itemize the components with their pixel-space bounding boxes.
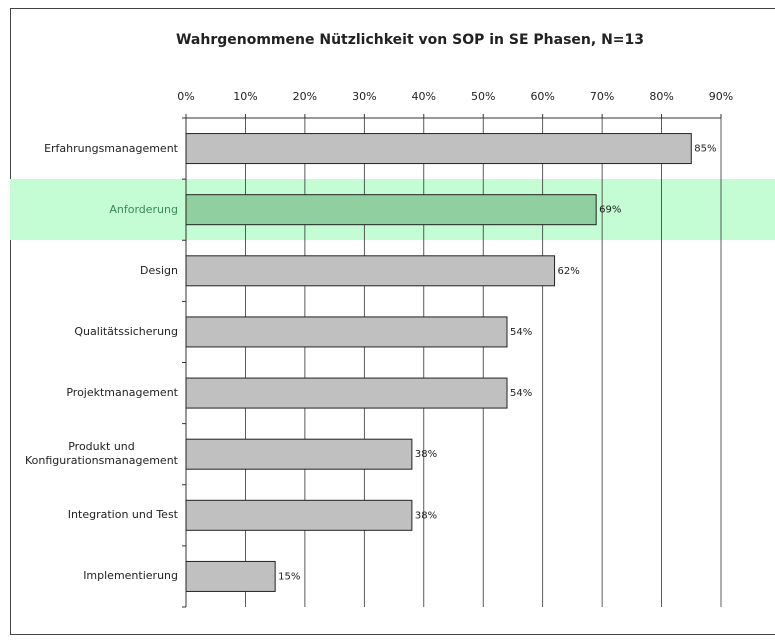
bar <box>185 255 556 287</box>
value-label: 38% <box>415 449 437 460</box>
y-tick-label: Projektmanagement <box>66 386 178 400</box>
value-label: 15% <box>278 571 300 582</box>
y-tick-label: Integration und Test <box>67 508 178 522</box>
y-tick-label: Erfahrungsmanagement <box>44 141 178 155</box>
x-tick-label: 30% <box>352 90 376 103</box>
y-tick-label: Implementierung <box>83 569 178 583</box>
x-tick-label: 90% <box>709 90 733 103</box>
value-label: 62% <box>558 266 580 277</box>
x-tick-label: 60% <box>530 90 554 103</box>
y-tick-label: Anforderung <box>109 202 178 216</box>
bar <box>185 499 413 531</box>
bar <box>185 377 508 409</box>
x-tick-label: 50% <box>471 90 495 103</box>
x-tick-label: 80% <box>649 90 673 103</box>
x-tick-label: 20% <box>293 90 317 103</box>
bar <box>185 133 692 165</box>
value-label: 69% <box>599 205 621 216</box>
bar <box>185 316 508 348</box>
value-label: 85% <box>694 144 716 155</box>
y-tick-label: Qualitätssicherung <box>74 324 178 338</box>
value-label: 54% <box>510 388 532 399</box>
value-label: 38% <box>415 510 437 521</box>
bar <box>185 560 276 592</box>
value-label: 54% <box>510 327 532 338</box>
x-tick-label: 0% <box>177 90 194 103</box>
y-tick-label: Produkt und Konfigurationsmanagement <box>24 440 178 468</box>
bar <box>185 194 597 226</box>
bar <box>185 438 413 470</box>
y-tick-label: Design <box>140 263 178 277</box>
chart-title: Wahrgenommene Nützlichkeit von SOP in SE… <box>176 32 644 48</box>
x-tick-label: 70% <box>590 90 614 103</box>
x-tick-label: 40% <box>412 90 436 103</box>
x-tick-label: 10% <box>233 90 257 103</box>
